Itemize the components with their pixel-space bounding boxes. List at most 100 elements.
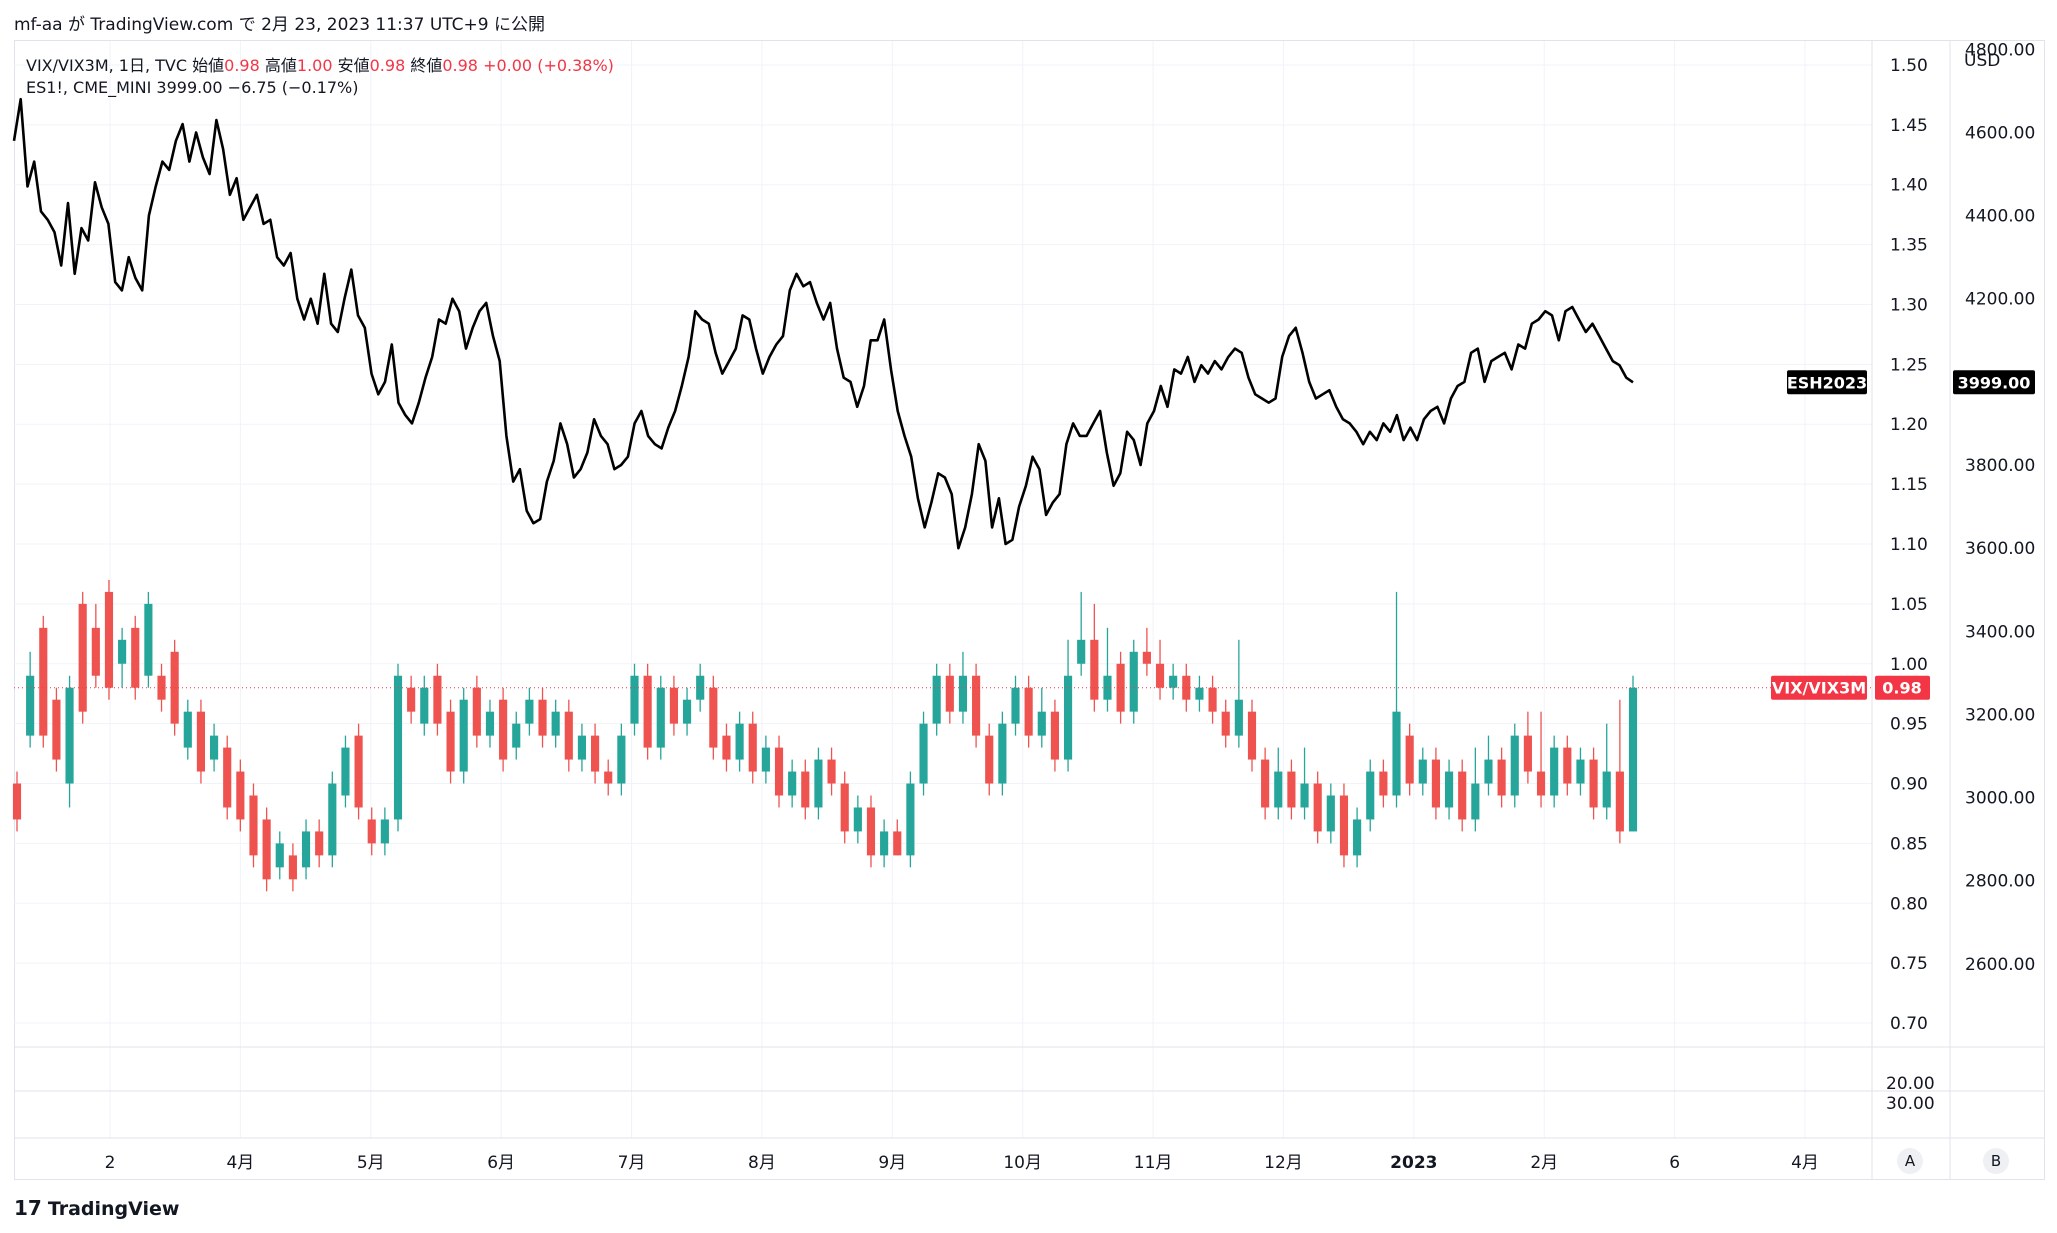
sub-pane-tick: 30.00 [1886, 1094, 1935, 1114]
candle-body [1300, 783, 1309, 808]
left-scale-tick: 1.10 [1890, 535, 1928, 555]
candle-body [407, 687, 416, 712]
es-symbol-tag[interactable] [1787, 370, 1867, 395]
candle-body [525, 699, 534, 724]
right-scale-tick: 3400.00 [1965, 622, 2035, 642]
candle-body [1208, 687, 1217, 712]
left-scale-tick: 1.05 [1890, 595, 1928, 615]
time-axis-tick: 9月 [878, 1153, 906, 1173]
candle-body [39, 627, 48, 736]
time-axis-tick: 7月 [618, 1153, 646, 1173]
left-scale-tick: 1.50 [1890, 56, 1928, 76]
left-scale-tick: 0.85 [1890, 834, 1928, 854]
candle-body [538, 699, 547, 736]
publish-info: mf-aa が TradingView.com で 2月 23, 2023 11… [14, 10, 545, 35]
candle-body [499, 699, 508, 760]
candle-body [853, 807, 862, 832]
candle-body [1484, 759, 1493, 784]
right-scale-tick: 2800.00 [1965, 872, 2035, 892]
candle-body [1024, 687, 1033, 736]
es-price-tag[interactable] [1953, 370, 2035, 395]
legend-close: 0.98 [442, 56, 478, 75]
text-published: に公開 [493, 15, 545, 35]
candle-body [1615, 771, 1624, 832]
author-name[interactable]: mf-aa [14, 15, 63, 35]
left-scale-tick: 0.70 [1890, 1014, 1928, 1034]
candle-body [1274, 771, 1283, 808]
candle-body [722, 735, 731, 760]
time-axis-tick: 5月 [357, 1153, 385, 1173]
candle-body [1458, 771, 1467, 820]
candle-body [1471, 783, 1480, 820]
candle-body [1550, 747, 1559, 796]
legend-es1[interactable]: ES1!, CME_MINI 3999.00 −6.75 (−0.17%) [26, 78, 359, 97]
vix-symbol-tag[interactable] [1771, 675, 1867, 700]
left-scale-tick: 1.00 [1890, 655, 1928, 675]
left-scale-tick: 1.35 [1890, 236, 1928, 256]
candle-body [1602, 771, 1611, 808]
candle-body [1523, 735, 1532, 772]
time-axis-tick: 2023 [1390, 1153, 1437, 1173]
candle-body [1011, 687, 1020, 724]
auto-scale-button[interactable]: A [1897, 1148, 1923, 1174]
candle-body [1169, 675, 1178, 688]
right-scale-tick: 2600.00 [1965, 955, 2035, 975]
candle-body [788, 771, 797, 796]
candle-body [866, 807, 876, 856]
scale-b-button[interactable]: B [1983, 1148, 2009, 1174]
text-de: で [238, 15, 256, 35]
legend-close-label: 終値 [410, 56, 443, 75]
es-symbol-tag-label: ESH2023 [1787, 373, 1867, 392]
candle-body [1444, 771, 1454, 808]
candle-body [1155, 663, 1165, 688]
candle-body [275, 843, 284, 868]
candle-body [144, 603, 153, 676]
right-scale-unit: USD [1964, 51, 2000, 71]
candle-body [78, 603, 87, 712]
candle-body [919, 723, 928, 784]
candle-body [157, 675, 166, 700]
legend-open: 0.98 [224, 56, 260, 75]
tv-logo-mark: 17 [14, 1196, 42, 1220]
candle-body [262, 819, 271, 880]
candle-body [906, 783, 915, 856]
candle-body [643, 675, 652, 748]
chart-frame [14, 40, 2045, 1180]
left-scale-tick: 1.30 [1890, 295, 1928, 315]
candle-body [774, 747, 784, 796]
right-scale-tick: 3800.00 [1965, 456, 2035, 476]
candle-body [945, 675, 954, 712]
legend-symbol[interactable]: VIX/VIX3M, 1日, TVC [26, 56, 188, 75]
candle-body [1339, 795, 1349, 856]
candle-body [420, 687, 429, 724]
candle-body [1497, 759, 1506, 796]
left-scale-tick: 0.95 [1890, 715, 1928, 735]
candle-body [1037, 711, 1046, 736]
candle-body [118, 639, 127, 664]
candle-body [210, 735, 219, 760]
vix-price-tag[interactable] [1875, 675, 1930, 700]
tradingview-logo[interactable]: 17 TradingView [14, 1196, 179, 1220]
legend-low-label: 安値 [337, 56, 370, 75]
candle-body [958, 675, 968, 712]
candle-body [183, 711, 192, 748]
candle-body [604, 771, 613, 784]
time-axis-tick: 2 [105, 1153, 116, 1173]
candle-body [1418, 759, 1427, 784]
candle-body [12, 783, 22, 820]
candle-body [1366, 771, 1375, 820]
right-scale-tick: 4600.00 [1965, 123, 2035, 143]
candle-body [630, 675, 639, 724]
candle-body [880, 831, 889, 856]
site-name[interactable]: TradingView.com [90, 15, 234, 35]
candle-body [512, 723, 521, 748]
candle-body [393, 675, 403, 820]
candle-body [1103, 675, 1112, 700]
candle-body [1628, 687, 1638, 832]
right-scale-tick: 3200.00 [1965, 705, 2035, 725]
candle-body [932, 675, 941, 724]
candle-body [472, 687, 481, 736]
candle-body [577, 735, 587, 760]
candle-body [551, 711, 560, 736]
